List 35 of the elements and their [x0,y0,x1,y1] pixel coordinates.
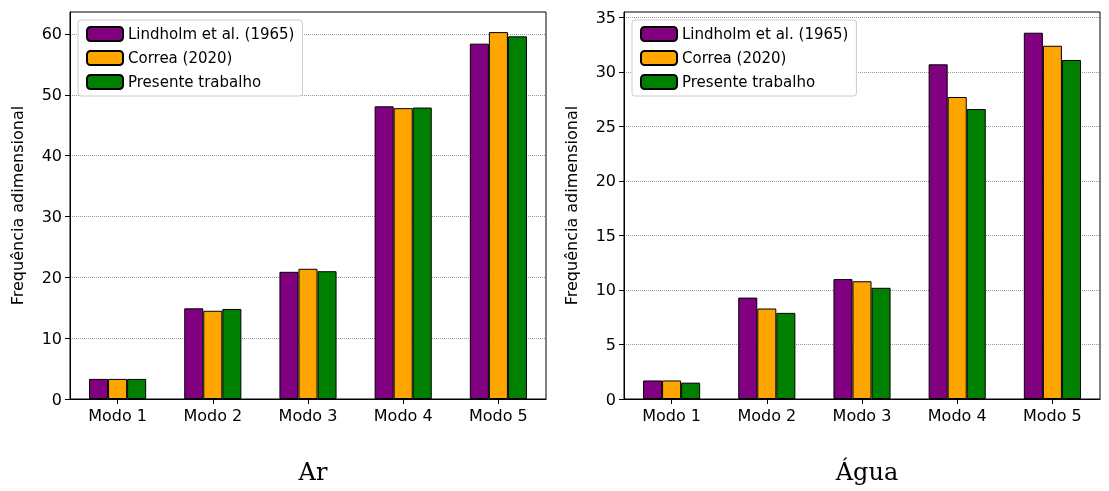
y-tick-label: 30 [595,62,616,82]
y-tick-label: 20 [41,267,62,287]
legend-label: Lindholm et al. (1965) [128,25,295,43]
text: Ar [297,458,328,486]
x-tick-label: Modo 1 [642,405,702,425]
y-tick-label: 10 [595,280,616,300]
y-tick-label: 25 [595,116,616,136]
legend-label: Lindholm et al. (1965) [682,25,849,43]
y-tick-label: 20 [595,171,616,191]
y-tick-label: 40 [41,146,62,166]
legend-label: Correa (2020) [128,49,233,67]
y-axis-title: Frequência adimensional [7,105,27,306]
x-tick-label: Modo 3 [832,405,892,425]
y-tick-label: 60 [41,24,62,44]
y-tick-label: 0 [605,389,616,409]
x-tick-label: Modo 3 [278,405,338,425]
legend-label: Correa (2020) [682,49,787,67]
y-tick-label: 0 [51,389,62,409]
y-tick-label: 35 [595,7,616,27]
y-tick-label: 5 [605,334,616,354]
x-tick-label: Modo 2 [737,405,797,425]
text: Água [834,457,899,486]
y-tick-label: 50 [41,85,62,105]
x-tick-label: Modo 5 [468,405,528,425]
y-axis-title: Frequência adimensional [561,105,581,306]
x-tick-label: Modo 1 [88,405,148,425]
x-tick-label: Modo 5 [1022,405,1082,425]
x-tick-label: Modo 4 [373,405,433,425]
legend-label: Presente trabalho [682,73,816,91]
y-tick-label: 15 [595,225,616,245]
x-tick-label: Modo 2 [183,405,243,425]
y-tick-label: 10 [41,328,62,348]
y-tick-label: 30 [41,206,62,226]
x-tick-label: Modo 4 [927,405,987,425]
legend-label: Presente trabalho [128,73,262,91]
